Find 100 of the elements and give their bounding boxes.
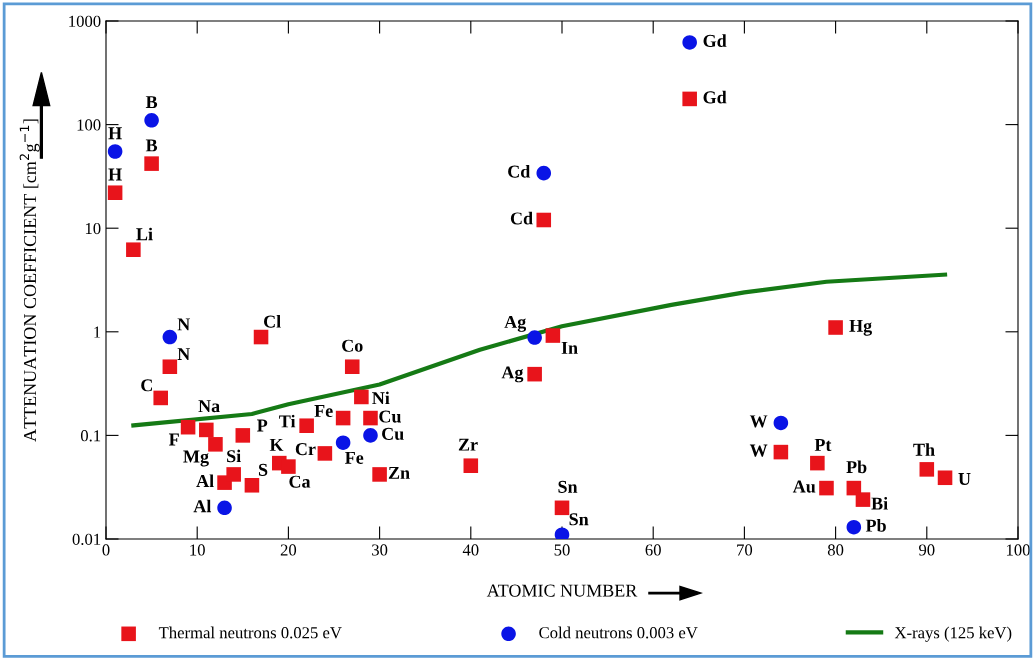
point <box>144 156 159 171</box>
data-label: B <box>145 96 158 109</box>
data-label: H <box>108 127 122 140</box>
data-label: Ag <box>504 315 527 332</box>
data-label: K <box>269 438 284 451</box>
point <box>281 459 296 474</box>
data-label: P <box>257 419 268 432</box>
point <box>855 492 871 507</box>
x-tick-label: 90 <box>919 544 935 556</box>
point <box>828 320 843 335</box>
data-label: Cd <box>510 211 533 225</box>
data-label: Au <box>792 480 816 493</box>
legend-label: Thermal neutrons 0.025 eV <box>158 626 342 639</box>
data-label: Gd <box>703 34 727 47</box>
data-label: F <box>168 433 179 446</box>
point <box>463 458 479 473</box>
data-label: W <box>749 415 768 428</box>
point <box>217 500 232 516</box>
point <box>545 328 561 343</box>
x-tick-label: 80 <box>827 544 844 556</box>
point <box>344 359 360 375</box>
y-tick-label: 0.01 <box>72 533 101 546</box>
data-label: Zn <box>388 466 410 479</box>
data-label: C <box>141 379 152 392</box>
x-tick-label: 100 <box>1006 544 1030 556</box>
y-axis-title: ATTENUATION COEFFICIENT [cm$^{2}$g$^{−1}$] <box>19 119 40 442</box>
y-tick-label: 0.1 <box>80 430 101 442</box>
data-label: Ni <box>372 391 390 405</box>
x-tick-label: 0 <box>102 544 110 556</box>
y-tick-label: 10 <box>85 222 101 235</box>
data-label: Na <box>198 400 220 413</box>
data-label: Zr <box>458 438 478 451</box>
point <box>126 242 141 257</box>
data-label: Li <box>136 227 153 241</box>
point <box>354 389 369 405</box>
data-label: Mg <box>183 450 209 467</box>
x-tick-label: 10 <box>190 544 205 556</box>
data-label: Hg <box>849 319 872 336</box>
data-label: N <box>177 318 191 331</box>
data-label: Cd <box>508 164 531 178</box>
point <box>554 527 570 539</box>
data-label: W <box>749 444 768 457</box>
point <box>335 435 351 450</box>
y-tick-label: 1000 <box>69 15 101 27</box>
point <box>299 418 314 434</box>
point <box>919 462 935 477</box>
point <box>244 478 260 493</box>
point <box>253 329 269 345</box>
data-label: Pb <box>865 519 886 532</box>
point <box>372 467 387 482</box>
point <box>153 390 168 406</box>
point <box>937 470 953 486</box>
legend-label: Cold neutrons 0.003 eV <box>539 626 698 639</box>
data-label: Al <box>196 474 214 487</box>
point <box>162 359 178 375</box>
point <box>846 519 862 535</box>
point <box>363 410 378 426</box>
data-label: Cr <box>295 443 316 456</box>
data-label: Pb <box>846 460 867 474</box>
point <box>773 444 789 460</box>
x-tick-label: 60 <box>645 544 661 556</box>
point <box>199 422 214 438</box>
x-tick-label: 70 <box>737 544 753 556</box>
point <box>226 467 241 482</box>
data-label: Ti <box>279 414 296 428</box>
data-label: B <box>145 139 158 152</box>
x-tick-label: 40 <box>462 544 479 556</box>
point <box>536 212 552 228</box>
point <box>335 410 351 426</box>
point <box>363 428 378 443</box>
x-tick-label: 50 <box>554 544 570 556</box>
data-label: Co <box>342 339 363 352</box>
point <box>819 480 834 496</box>
data-label: Pt <box>814 438 832 451</box>
data-label: H <box>108 168 122 181</box>
point <box>317 446 333 461</box>
data-label: Bi <box>871 496 888 510</box>
point <box>208 437 223 452</box>
point <box>144 113 159 128</box>
data-label: Cu <box>379 410 401 423</box>
point <box>554 500 570 516</box>
data-label: S <box>258 463 268 476</box>
point <box>527 330 542 345</box>
legend-label: X-rays (125 keV) <box>894 626 1012 642</box>
data-label: Ag <box>501 366 524 383</box>
point <box>536 165 552 181</box>
y-tick-label: 1 <box>94 326 101 338</box>
point <box>235 428 251 443</box>
x-tick-label: 30 <box>372 544 388 556</box>
data-label: Ca <box>289 475 311 488</box>
data-label: U <box>958 473 971 486</box>
point <box>107 185 123 201</box>
point <box>180 419 196 435</box>
point <box>810 455 825 471</box>
data-label: Sn <box>558 480 578 493</box>
data-label: Si <box>227 449 241 463</box>
x-axis-title: ATOMIC NUMBER <box>486 584 638 597</box>
point <box>682 35 697 50</box>
y-tick-label: 100 <box>77 119 101 131</box>
data-label: Al <box>193 499 212 513</box>
